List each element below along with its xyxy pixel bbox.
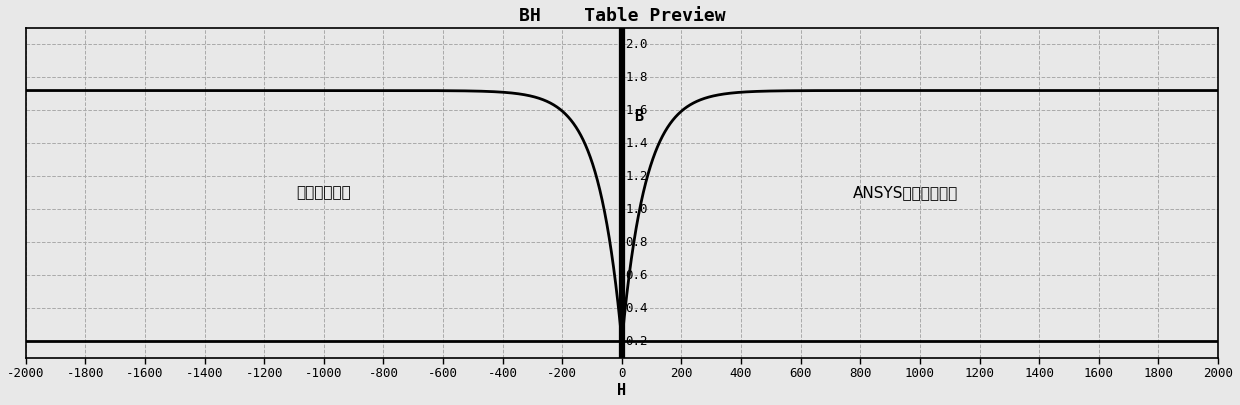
Text: 1.6: 1.6 [625,104,649,117]
X-axis label: H: H [618,383,626,398]
Text: 1.2: 1.2 [625,170,649,183]
Text: 2.0: 2.0 [625,38,649,51]
Text: 0.4: 0.4 [625,302,649,315]
Text: 1.8: 1.8 [625,71,649,84]
Text: 0.6: 0.6 [625,269,649,281]
Text: B: B [634,109,642,124]
Text: 0.2: 0.2 [625,335,649,347]
Text: ANSYS中的退磁曲线: ANSYS中的退磁曲线 [852,185,957,200]
Text: 1.0: 1.0 [625,203,649,216]
Text: 0.8: 0.8 [625,236,649,249]
Title: BH    Table Preview: BH Table Preview [518,7,725,25]
Text: 实际退磁曲线: 实际退磁曲线 [296,185,351,200]
Text: 1.4: 1.4 [625,137,649,150]
